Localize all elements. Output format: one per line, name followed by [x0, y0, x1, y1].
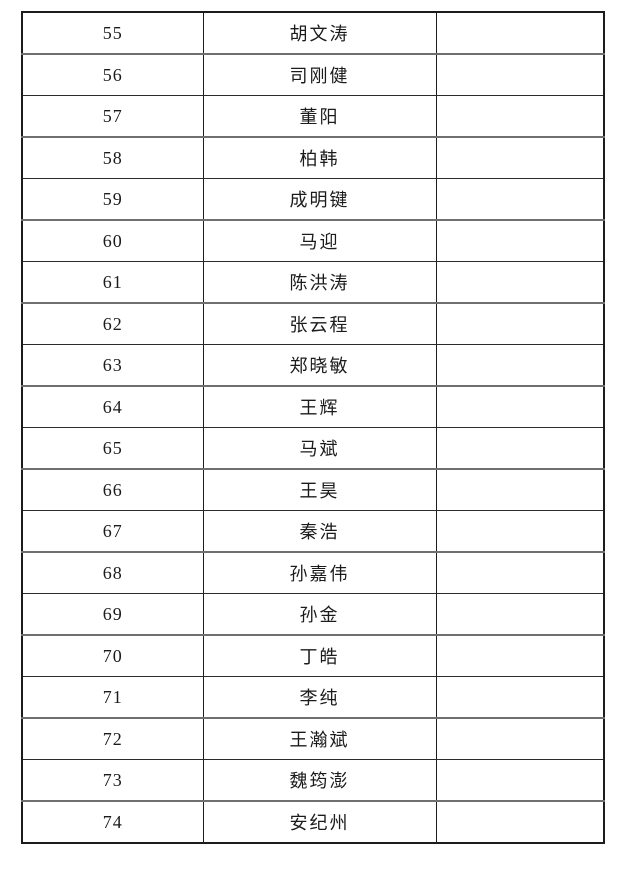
table-row: 55 胡文涛 [21, 12, 605, 55]
name-cell: 司刚健 [202, 54, 437, 96]
table-row: 57 董阳 [21, 95, 605, 138]
blank-cell [435, 676, 605, 719]
blank-cell [435, 178, 605, 221]
blank-cell [435, 12, 605, 55]
table-row: 58 柏韩 [21, 137, 605, 179]
table-row: 74 安纪州 [21, 801, 605, 844]
roster-table-body: 55 胡文涛 56 司刚健 57 董阳 58 柏韩 59 成明键 60 马迎 61 陈洪涛 62 张云程 63 郑… [21, 12, 605, 844]
table-row: 56 司刚健 [21, 54, 605, 96]
row-number-cell: 69 [21, 593, 204, 636]
blank-cell [435, 801, 605, 844]
row-number-cell: 61 [21, 261, 204, 304]
blank-cell [435, 137, 605, 179]
table-row: 67 秦浩 [21, 510, 605, 553]
name-cell: 王瀚斌 [202, 718, 437, 760]
name-cell: 成明键 [202, 178, 437, 221]
table-row: 63 郑晓敏 [21, 344, 605, 387]
table-row: 71 李纯 [21, 676, 605, 719]
blank-cell [435, 635, 605, 677]
row-number-cell: 71 [21, 676, 204, 719]
row-number-cell: 57 [21, 95, 204, 138]
row-number-cell: 64 [21, 386, 204, 428]
name-cell: 柏韩 [202, 137, 437, 179]
row-number-cell: 55 [21, 12, 204, 55]
name-cell: 陈洪涛 [202, 261, 437, 304]
blank-cell [435, 386, 605, 428]
blank-cell [435, 427, 605, 470]
name-cell: 魏筠澎 [202, 759, 437, 802]
blank-cell [435, 261, 605, 304]
row-number-cell: 70 [21, 635, 204, 677]
table-row: 68 孙嘉伟 [21, 552, 605, 594]
name-cell: 王昊 [202, 469, 437, 511]
name-cell: 孙金 [202, 593, 437, 636]
table-row: 64 王辉 [21, 386, 605, 428]
row-number-cell: 66 [21, 469, 204, 511]
blank-cell [435, 344, 605, 387]
row-number-cell: 60 [21, 220, 204, 262]
table-row: 65 马斌 [21, 427, 605, 470]
row-number-cell: 73 [21, 759, 204, 802]
name-cell: 李纯 [202, 676, 437, 719]
blank-cell [435, 759, 605, 802]
blank-cell [435, 593, 605, 636]
table-row: 62 张云程 [21, 303, 605, 345]
blank-cell [435, 552, 605, 594]
row-number-cell: 63 [21, 344, 204, 387]
row-number-cell: 62 [21, 303, 204, 345]
blank-cell [435, 54, 605, 96]
name-cell: 张云程 [202, 303, 437, 345]
blank-cell [435, 469, 605, 511]
table-row: 60 马迎 [21, 220, 605, 262]
table-row: 59 成明键 [21, 178, 605, 221]
name-cell: 王辉 [202, 386, 437, 428]
name-cell: 丁皓 [202, 635, 437, 677]
name-cell: 安纪州 [202, 801, 437, 844]
row-number-cell: 65 [21, 427, 204, 470]
row-number-cell: 72 [21, 718, 204, 760]
name-cell: 马斌 [202, 427, 437, 470]
row-number-cell: 59 [21, 178, 204, 221]
roster-table: 55 胡文涛 56 司刚健 57 董阳 58 柏韩 59 成明键 60 马迎 61 陈洪涛 62 张云程 63 郑… [21, 11, 605, 844]
blank-cell [435, 303, 605, 345]
row-number-cell: 68 [21, 552, 204, 594]
name-cell: 秦浩 [202, 510, 437, 553]
blank-cell [435, 95, 605, 138]
blank-cell [435, 510, 605, 553]
table-row: 69 孙金 [21, 593, 605, 636]
table-row: 70 丁皓 [21, 635, 605, 677]
table-row: 73 魏筠澎 [21, 759, 605, 802]
name-cell: 马迎 [202, 220, 437, 262]
name-cell: 郑晓敏 [202, 344, 437, 387]
row-number-cell: 58 [21, 137, 204, 179]
blank-cell [435, 718, 605, 760]
name-cell: 董阳 [202, 95, 437, 138]
table-row: 61 陈洪涛 [21, 261, 605, 304]
row-number-cell: 56 [21, 54, 204, 96]
table-row: 72 王瀚斌 [21, 718, 605, 760]
name-cell: 孙嘉伟 [202, 552, 437, 594]
row-number-cell: 74 [21, 801, 204, 844]
blank-cell [435, 220, 605, 262]
name-cell: 胡文涛 [202, 12, 437, 55]
table-row: 66 王昊 [21, 469, 605, 511]
row-number-cell: 67 [21, 510, 204, 553]
